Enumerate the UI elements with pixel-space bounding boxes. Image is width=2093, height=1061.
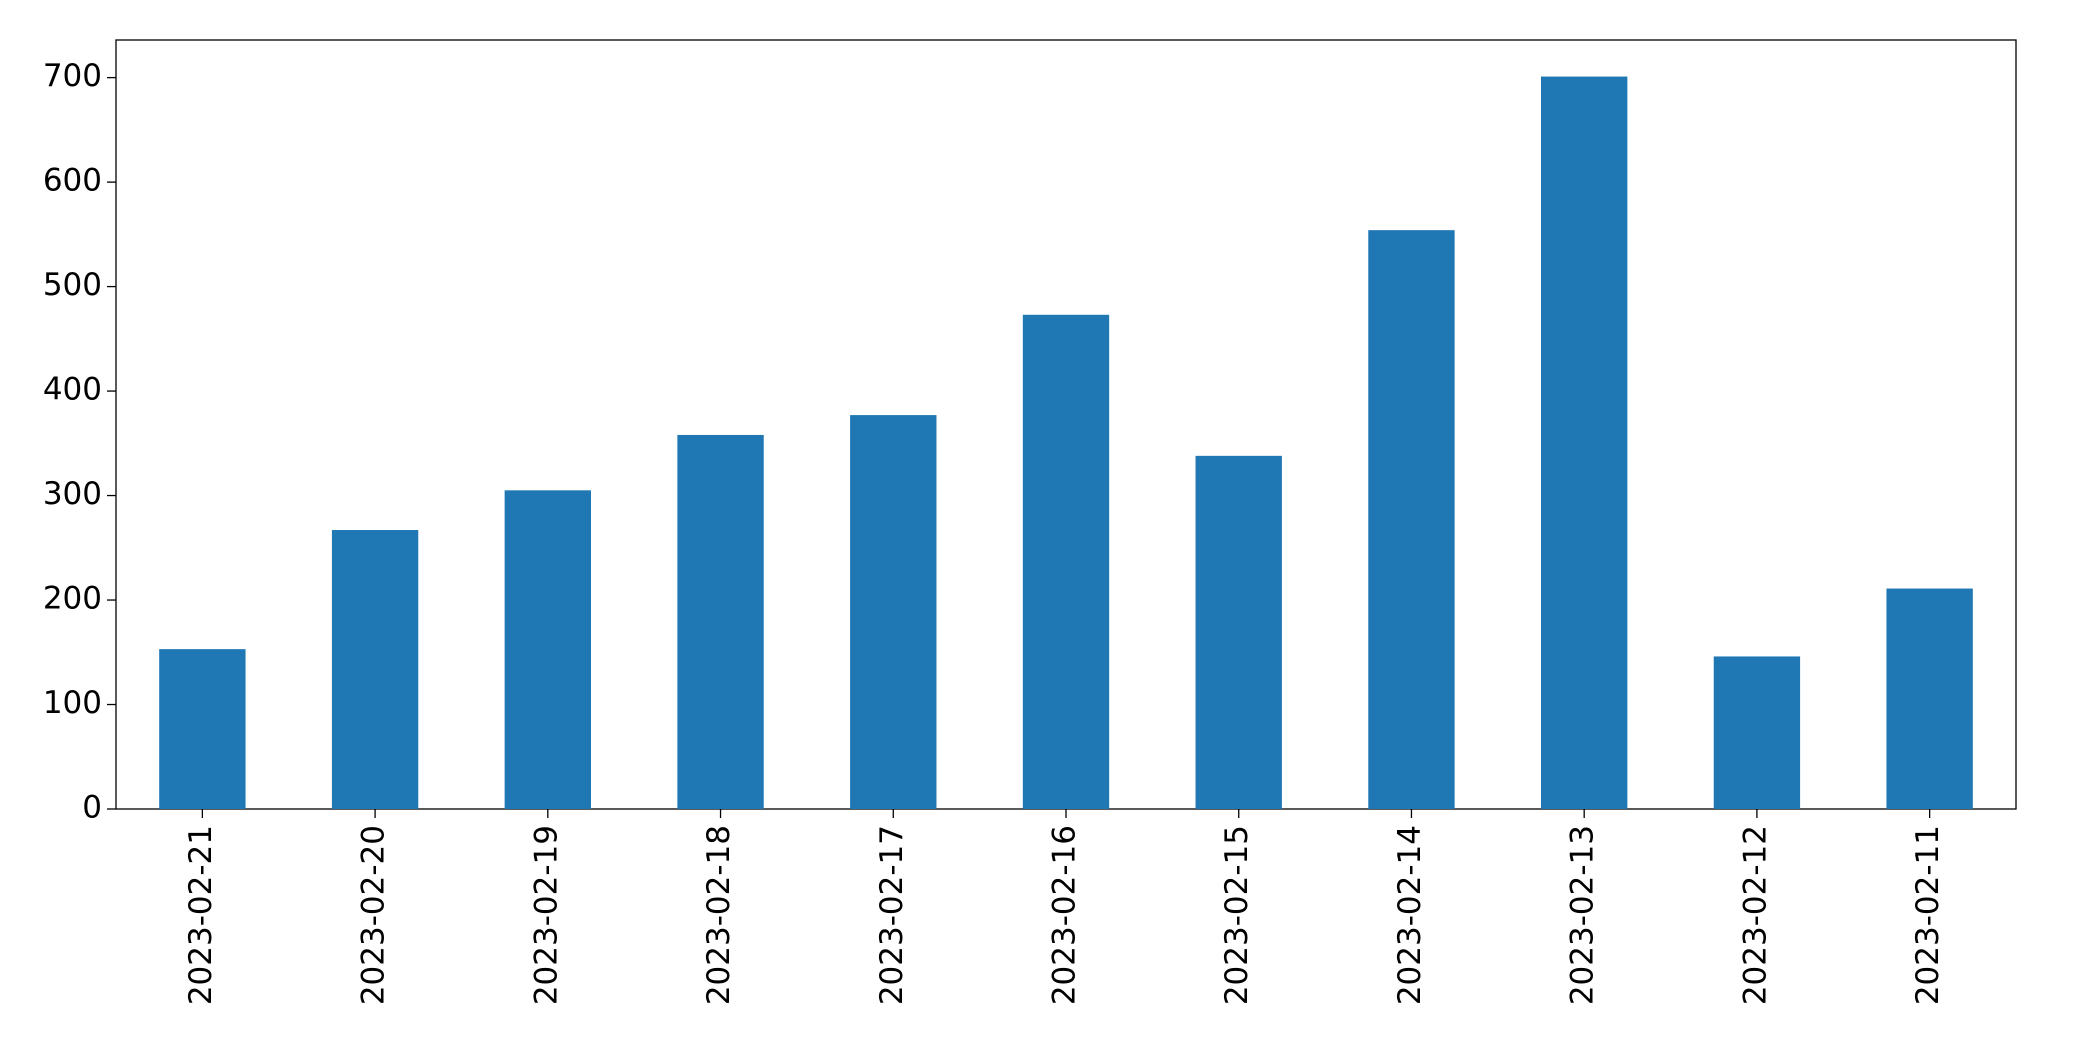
x-tick-label: 2023-02-12 bbox=[1737, 825, 1773, 1005]
x-tick-label: 2023-02-16 bbox=[1047, 825, 1083, 1005]
y-tick-label: 500 bbox=[43, 267, 102, 303]
bar bbox=[850, 415, 937, 809]
x-tick-label: 2023-02-18 bbox=[701, 825, 737, 1005]
y-tick-label: 300 bbox=[43, 476, 102, 512]
bar bbox=[1368, 230, 1455, 809]
bar bbox=[504, 490, 591, 809]
y-tick-label: 100 bbox=[43, 685, 102, 721]
y-tick-label: 600 bbox=[43, 163, 102, 199]
bar bbox=[1541, 76, 1628, 810]
x-tick-label: 2023-02-13 bbox=[1565, 825, 1601, 1005]
bar bbox=[159, 649, 246, 809]
x-tick-label: 2023-02-15 bbox=[1219, 825, 1255, 1005]
bar bbox=[677, 434, 764, 809]
y-tick-label: 700 bbox=[43, 58, 102, 94]
x-tick-label: 2023-02-17 bbox=[874, 825, 910, 1005]
bar bbox=[1713, 656, 1801, 809]
x-tick-label: 2023-02-11 bbox=[1910, 825, 1946, 1005]
x-tick-label: 2023-02-21 bbox=[183, 825, 219, 1005]
y-tick-label: 200 bbox=[43, 581, 102, 617]
y-tick-label: 0 bbox=[82, 790, 102, 826]
bar bbox=[1886, 588, 1973, 809]
x-tick-label: 2023-02-19 bbox=[528, 825, 564, 1005]
bar bbox=[1022, 314, 1110, 809]
x-tick-label: 2023-02-20 bbox=[356, 825, 392, 1005]
bar bbox=[1195, 455, 1282, 809]
bar bbox=[331, 530, 419, 809]
x-tick-label: 2023-02-14 bbox=[1392, 825, 1428, 1005]
y-tick-label: 400 bbox=[43, 372, 102, 408]
